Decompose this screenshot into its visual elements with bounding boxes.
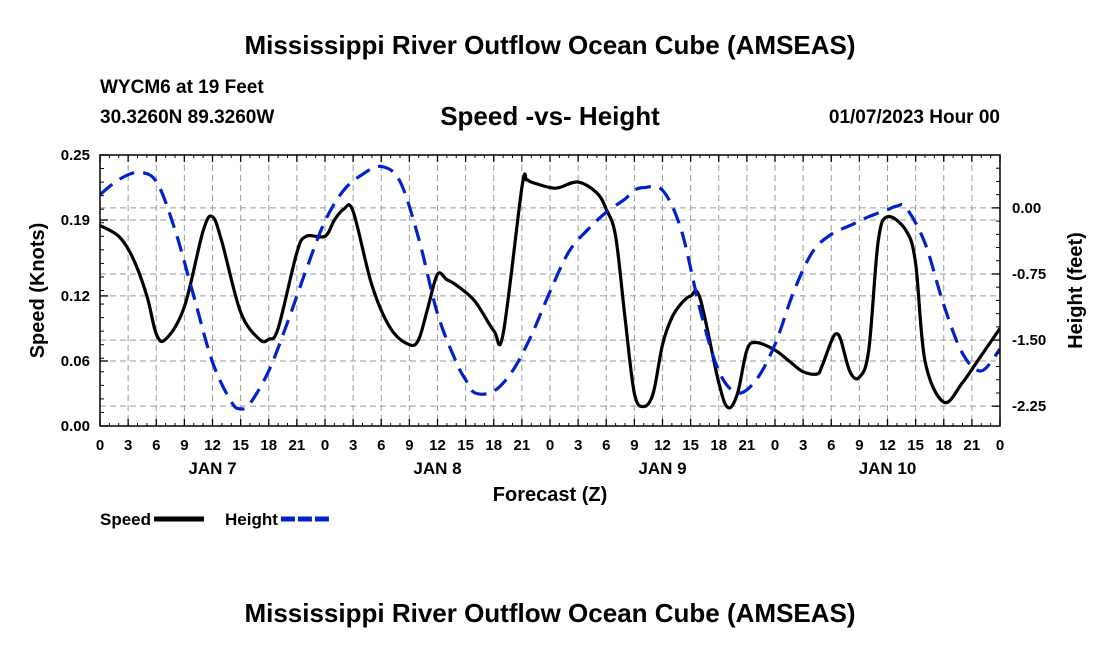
- day-label: JAN 10: [859, 459, 917, 478]
- x-tick-label: 0: [546, 437, 554, 454]
- x-tick-label: 12: [879, 437, 896, 454]
- y-tick-label: 0.19: [61, 212, 90, 229]
- x-tick-label: 3: [349, 437, 357, 454]
- day-label: JAN 7: [188, 459, 236, 478]
- axes: 0 3 6 9 12 15 18 21 0 3 6 9 12 15 18 21 0 3 6 9 12 15 18 21 0 3 6 9…: [61, 147, 1046, 478]
- chart-title: Mississippi River Outflow Ocean Cube (AM…: [244, 30, 856, 60]
- y2-axis-label: Height (feet): [1065, 232, 1087, 349]
- x-tick-label: 15: [457, 437, 474, 454]
- y2-tick-label: -2.25: [1012, 398, 1046, 415]
- x-tick-label: 21: [289, 437, 306, 454]
- x-tick-label: 3: [799, 437, 807, 454]
- legend-label-speed: Speed: [100, 510, 151, 529]
- y-tick-label: 0.12: [61, 288, 90, 305]
- station-label: WYCM6 at 19 Feet: [100, 77, 264, 98]
- x-tick-label: 0: [996, 437, 1004, 454]
- x-tick-label: 18: [710, 437, 727, 454]
- footer-title: Mississippi River Outflow Ocean Cube (AM…: [244, 598, 856, 628]
- x-tick-label: 18: [935, 437, 952, 454]
- y2-tick-label: 0.00: [1012, 200, 1041, 217]
- forecast-datetime: 01/07/2023 Hour 00: [828, 107, 1000, 128]
- x-tick-label: 6: [602, 437, 610, 454]
- height-series-line: [100, 164, 1000, 411]
- x-tick-label: 6: [827, 437, 835, 454]
- x-tick-label: 9: [855, 437, 863, 454]
- x-tick-label: 21: [514, 437, 531, 454]
- x-tick-label: 21: [739, 437, 756, 454]
- x-tick-label: 0: [771, 437, 779, 454]
- legend-label-height: Height: [225, 510, 278, 529]
- x-tick-label: 18: [260, 437, 277, 454]
- x-tick-label: 6: [152, 437, 160, 454]
- grid: [100, 155, 1000, 426]
- x-tick-label: 3: [574, 437, 582, 454]
- x-tick-label: 0: [321, 437, 329, 454]
- chart-subtitle: Speed -vs- Height: [440, 101, 660, 131]
- y-tick-label: 0.00: [61, 418, 90, 435]
- y2-tick-label: -0.75: [1012, 266, 1046, 283]
- x-tick-label: 18: [485, 437, 502, 454]
- legend: Speed Height: [100, 510, 331, 529]
- y-tick-label: 0.25: [61, 147, 90, 164]
- x-tick-label: 21: [964, 437, 981, 454]
- x-tick-label: 9: [630, 437, 638, 454]
- x-tick-label: 12: [654, 437, 671, 454]
- x-tick-label: 15: [682, 437, 699, 454]
- x-tick-label: 15: [232, 437, 249, 454]
- y-tick-label: 0.06: [61, 353, 90, 370]
- x-axis-label: Forecast (Z): [493, 484, 607, 506]
- day-label: JAN 8: [413, 459, 461, 478]
- y-axis-label: Speed (Knots): [27, 223, 49, 359]
- x-tick-label: 9: [405, 437, 413, 454]
- series-layer: [100, 164, 1000, 411]
- x-tick-label: 12: [204, 437, 221, 454]
- x-tick-label: 6: [377, 437, 385, 454]
- y2-tick-label: -1.50: [1012, 332, 1046, 349]
- x-tick-label: 12: [429, 437, 446, 454]
- x-tick-label: 0: [96, 437, 104, 454]
- x-tick-label: 9: [180, 437, 188, 454]
- coordinates-label: 30.3260N 89.3260W: [100, 107, 275, 128]
- x-tick-label: 15: [907, 437, 924, 454]
- day-label: JAN 9: [638, 459, 686, 478]
- speed-series-line: [100, 172, 1000, 410]
- x-tick-label: 3: [124, 437, 132, 454]
